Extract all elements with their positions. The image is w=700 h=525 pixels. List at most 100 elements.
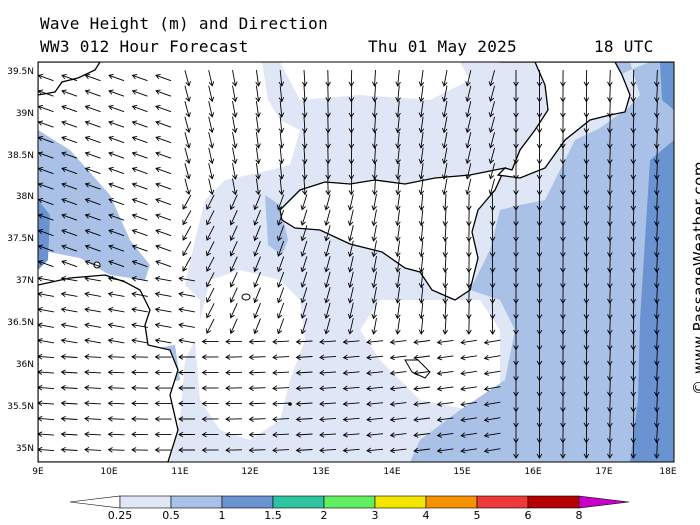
direction-arrow	[395, 194, 401, 211]
direction-arrow	[61, 104, 78, 113]
lat-label: 38.5N	[7, 151, 34, 161]
direction-arrow	[229, 225, 238, 242]
direction-arrow	[278, 131, 285, 149]
direction-arrow	[38, 446, 55, 453]
direction-arrow	[184, 116, 191, 134]
direction-arrow	[208, 163, 215, 180]
direction-arrow	[278, 69, 285, 87]
direction-arrow	[460, 354, 477, 361]
direction-arrow	[441, 147, 448, 165]
direction-arrow	[418, 255, 425, 273]
direction-arrow	[413, 385, 430, 392]
direction-arrow	[300, 240, 308, 257]
direction-arrow	[607, 178, 613, 196]
direction-arrow	[436, 432, 454, 438]
colorbar-high-end	[578, 495, 630, 509]
direction-arrow	[201, 400, 219, 407]
direction-arrow	[607, 410, 613, 428]
colorbar-swatch	[170, 495, 223, 509]
direction-arrow	[319, 401, 337, 407]
direction-arrow	[442, 271, 449, 289]
direction-arrow	[630, 224, 637, 242]
direction-arrow	[232, 178, 238, 196]
direction-arrow	[108, 259, 125, 268]
direction-arrow	[60, 291, 78, 298]
lat-label: 37.5N	[7, 234, 34, 244]
direction-arrow	[483, 432, 501, 438]
direction-arrow	[206, 272, 215, 288]
direction-arrow	[483, 370, 501, 376]
direction-arrow	[248, 416, 266, 422]
direction-arrow	[607, 317, 613, 335]
lat-label: 35N	[16, 444, 34, 454]
direction-arrow	[607, 286, 613, 304]
direction-arrow	[255, 163, 261, 180]
direction-arrow	[84, 244, 101, 252]
land-malta	[404, 359, 431, 379]
colorbar-label: 4	[423, 509, 430, 522]
direction-arrow	[395, 85, 401, 103]
direction-arrow	[395, 240, 401, 258]
direction-arrow	[107, 306, 125, 313]
direction-arrow	[465, 132, 472, 149]
direction-arrow	[131, 104, 148, 113]
credit-watermark: © www.PassageWeather.com	[690, 160, 700, 395]
direction-arrow	[208, 178, 215, 196]
direction-arrow	[253, 318, 261, 335]
direction-arrow	[295, 339, 313, 345]
direction-arrow	[395, 302, 401, 320]
direction-arrow	[107, 369, 125, 376]
direction-arrow	[154, 385, 172, 391]
map-frame	[37, 61, 675, 463]
direction-arrow	[84, 369, 102, 376]
direction-arrow	[488, 163, 496, 180]
direction-arrow	[654, 162, 660, 180]
direction-arrow	[184, 132, 191, 149]
direction-arrow	[225, 400, 243, 407]
direction-arrow	[607, 348, 613, 366]
direction-arrow	[366, 385, 384, 392]
direction-arrow	[206, 318, 215, 334]
direction-arrow	[255, 147, 261, 165]
direction-arrow	[371, 85, 378, 103]
direction-arrow	[155, 120, 172, 128]
colorbar-label: 3	[372, 509, 379, 522]
direction-arrow	[654, 100, 660, 118]
direction-arrow	[395, 178, 401, 196]
direction-arrow	[366, 401, 384, 407]
direction-arrow	[630, 255, 637, 273]
colorbar-label: 5	[474, 509, 481, 522]
direction-arrow	[61, 182, 78, 190]
direction-arrow	[607, 240, 613, 258]
direction-arrow	[131, 151, 148, 159]
direction-arrow	[131, 416, 149, 422]
direction-arrow	[108, 135, 125, 144]
direction-arrow	[302, 178, 308, 196]
direction-arrow	[60, 384, 78, 391]
direction-arrow	[229, 287, 238, 304]
lon-label: 10E	[100, 467, 117, 477]
direction-arrow	[342, 370, 360, 376]
direction-arrow	[342, 432, 360, 438]
direction-arrow	[84, 431, 102, 438]
lon-label: 16E	[524, 467, 541, 477]
direction-arrow	[607, 85, 613, 103]
land-sicily	[279, 167, 507, 301]
direction-arrow	[442, 286, 449, 304]
direction-arrow	[488, 116, 496, 134]
longitude-axis: 9E 10E 11E 12E 13E 14E 15E 16E 17E 18E	[32, 467, 677, 477]
direction-arrow	[60, 369, 78, 376]
direction-arrow	[272, 416, 290, 422]
direction-arrow	[131, 275, 148, 282]
direction-arrow	[84, 447, 102, 453]
direction-arrow	[607, 193, 613, 211]
direction-arrow	[84, 337, 101, 344]
direction-arrow	[630, 116, 637, 134]
direction-arrow	[460, 339, 477, 345]
direction-arrow	[225, 338, 243, 345]
direction-arrow	[654, 364, 660, 382]
direction-arrow	[342, 339, 360, 345]
direction-arrow	[366, 370, 384, 376]
direction-arrow	[154, 431, 172, 438]
direction-arrow	[371, 147, 378, 165]
